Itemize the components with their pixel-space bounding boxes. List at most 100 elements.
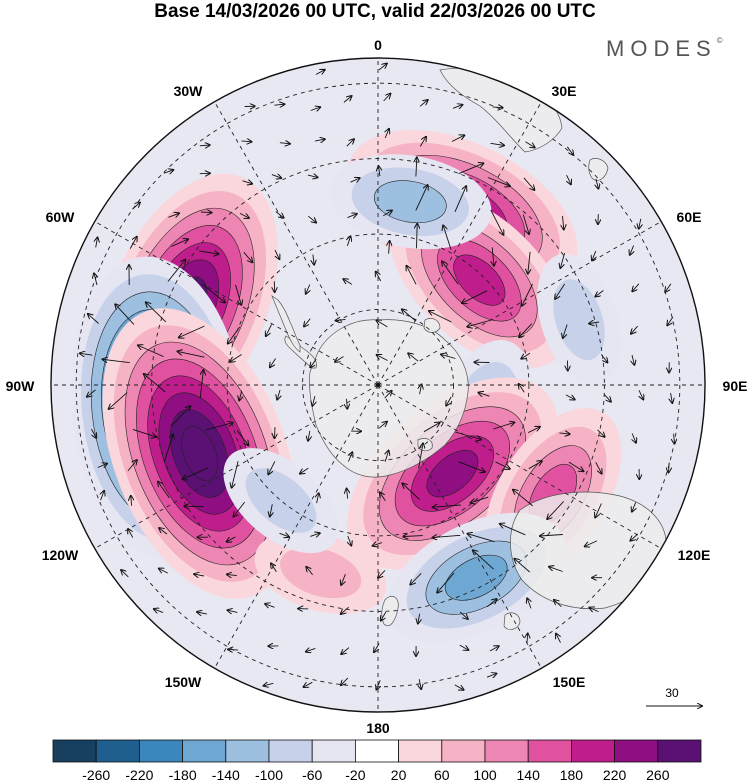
map-border (50, 57, 706, 713)
wind-arrow (306, 648, 316, 651)
lon-label-90w: 90W (6, 378, 36, 394)
tasmania-land (503, 612, 521, 630)
wind-arrow (279, 143, 290, 144)
wind-arrow (378, 422, 387, 429)
latitude-circle (75, 82, 681, 688)
wind-arrow (540, 535, 563, 537)
wind-arrow (560, 252, 566, 268)
logo-text: MODES (606, 36, 717, 61)
wind-arrow (310, 533, 320, 536)
wind-arrow (458, 461, 485, 472)
wind-arrow (377, 355, 388, 361)
wind-arrow (271, 175, 281, 179)
wind-arrow (275, 211, 284, 218)
lon-label-30e: 30E (552, 83, 577, 99)
wind-arrow (592, 250, 596, 260)
wind-arrow (170, 406, 190, 427)
meridian-line (214, 101, 379, 386)
wind-arrow (167, 260, 186, 282)
wind-arrow (630, 533, 639, 541)
wind-arrow (521, 352, 531, 359)
wind-arrow (268, 461, 276, 474)
wind-arrow (630, 245, 634, 255)
wind-arrow (230, 354, 242, 362)
wind-arrow (227, 536, 236, 542)
wind-arrow (348, 535, 352, 545)
wind-arrow (671, 392, 673, 403)
wind-arrow (380, 492, 386, 501)
wind-arrow (317, 493, 319, 504)
wind-arrow (455, 431, 481, 440)
colorbar-swatch (398, 739, 443, 763)
lon-label-120w: 120W (42, 547, 79, 563)
wind-arrow (87, 389, 96, 397)
wind-arrow (563, 324, 568, 338)
wind-arrow (235, 284, 242, 305)
wind-arrow (239, 213, 249, 218)
wind-arrow (527, 427, 540, 434)
wind-arrow (97, 464, 107, 468)
wind-arrow (490, 209, 504, 235)
wind-arrow (639, 390, 643, 399)
wind-arrow (310, 358, 317, 367)
wind-arrow (300, 467, 309, 474)
meridian-line (214, 384, 379, 669)
wind-arrow (275, 427, 276, 438)
heard-island-land (417, 438, 433, 452)
colorbar-swatch (182, 739, 227, 763)
wind-arrow (597, 429, 605, 437)
wind-arrow (559, 433, 569, 434)
wind-arrow (589, 322, 600, 324)
wind-arrow (443, 226, 452, 250)
wind-arrow (419, 100, 428, 107)
wind-arrow (341, 606, 349, 614)
wind-arrow (523, 177, 535, 190)
wind-arrow (495, 461, 509, 469)
wind-arrow (315, 70, 325, 75)
wind-arrow (565, 394, 575, 400)
wind-arrow (239, 390, 242, 401)
wind-arrow (632, 354, 634, 365)
wind-arrow (415, 185, 428, 211)
wind-arrow (144, 374, 166, 393)
anomaly-contour (453, 254, 506, 306)
lon-label-60w: 60W (46, 209, 76, 225)
new-zealand-land (381, 596, 399, 627)
wind-arrow (109, 392, 128, 409)
wind-arrow (667, 316, 674, 325)
colorbar-swatch (657, 739, 702, 763)
wind-arrow (493, 422, 514, 430)
wind-arrow (555, 283, 565, 299)
wind-arrow (459, 644, 469, 650)
colorbar-tick-label: 180 (559, 767, 584, 783)
wind-arrow (242, 181, 253, 184)
wind-arrow (163, 170, 174, 173)
colorbar-swatch (138, 739, 183, 763)
colorbar-tick-label: -20 (345, 767, 366, 783)
south-america-land (271, 295, 301, 353)
wind-arrow (350, 178, 360, 182)
wind-arrow (407, 266, 417, 285)
wind-arrow (433, 505, 461, 507)
wind-arrow (446, 396, 452, 406)
meridian-line (377, 384, 662, 549)
wind-arrow (419, 679, 421, 689)
wind-arrow (266, 324, 273, 336)
wind-arrow (595, 461, 602, 473)
wind-arrow (489, 646, 499, 652)
wind-arrow (228, 610, 238, 612)
wind-arrow (115, 304, 135, 325)
wind-arrow (131, 496, 132, 506)
wind-arrow (184, 506, 204, 507)
wind-arrow (158, 482, 170, 499)
colorbar-swatch (268, 739, 313, 763)
wind-arrow (471, 496, 489, 503)
lon-label-150w: 150W (165, 674, 202, 690)
wind-arrow (341, 647, 350, 655)
wind-arrow (519, 384, 525, 393)
wind-arrow (132, 428, 156, 437)
lon-label-150e: 150E (553, 674, 586, 690)
wind-arrow (452, 105, 462, 109)
wind-arrow (275, 249, 279, 259)
colorbar-swatch (52, 739, 97, 763)
